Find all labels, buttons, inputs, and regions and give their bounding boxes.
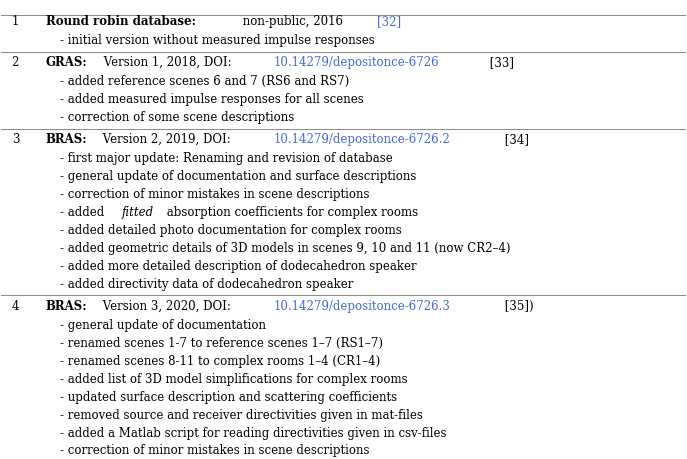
Text: [35]): [35]) [501,299,534,313]
Text: Version 2, 2019, DOI:: Version 2, 2019, DOI: [100,133,235,146]
Text: - general update of documentation and surface descriptions: - general update of documentation and su… [60,170,416,183]
Text: BRAS:: BRAS: [46,133,87,146]
Text: - added measured impulse responses for all scenes: - added measured impulse responses for a… [60,93,363,106]
Text: - renamed scenes 8-11 to complex rooms 1–4 (CR1–4): - renamed scenes 8-11 to complex rooms 1… [60,354,380,367]
Text: absorption coefficients for complex rooms: absorption coefficients for complex room… [163,206,418,218]
Text: - correction of minor mistakes in scene descriptions: - correction of minor mistakes in scene … [60,443,369,457]
Text: 10.14279/depositonce-6726.3: 10.14279/depositonce-6726.3 [273,299,451,313]
Text: 4: 4 [12,299,19,313]
Text: - removed source and receiver directivities given in mat-files: - removed source and receiver directivit… [60,408,423,421]
Text: - first major update: Renaming and revision of database: - first major update: Renaming and revis… [60,152,392,165]
Text: 1: 1 [12,15,19,28]
Text: - updated surface description and scattering coefficients: - updated surface description and scatte… [60,390,396,403]
Text: fitted: fitted [121,206,153,218]
Text: - general update of documentation: - general update of documentation [60,318,266,331]
Text: [34]: [34] [501,133,528,146]
Text: - added detailed photo documentation for complex rooms: - added detailed photo documentation for… [60,224,401,236]
Text: 10.14279/depositonce-6726.2: 10.14279/depositonce-6726.2 [273,133,450,146]
Text: - correction of minor mistakes in scene descriptions: - correction of minor mistakes in scene … [60,188,369,201]
Text: 3: 3 [12,133,19,146]
Text: - initial version without measured impulse responses: - initial version without measured impul… [60,34,374,46]
Text: - correction of some scene descriptions: - correction of some scene descriptions [60,111,294,123]
Text: 2: 2 [12,56,19,69]
Text: BRAS:: BRAS: [46,299,87,313]
Text: - added a Matlab script for reading directivities given in csv-files: - added a Matlab script for reading dire… [60,425,446,439]
Text: - added directivity data of dodecahedron speaker: - added directivity data of dodecahedron… [60,277,353,290]
Text: non-public, 2016: non-public, 2016 [238,15,346,28]
Text: Version 1, 2018, DOI:: Version 1, 2018, DOI: [100,56,235,69]
Text: 10.14279/depositonce-6726: 10.14279/depositonce-6726 [273,56,439,69]
Text: - added geometric details of 3D models in scenes 9, 10 and 11 (now CR2–4): - added geometric details of 3D models i… [60,241,510,254]
Text: - added: - added [60,206,108,218]
Text: - renamed scenes 1-7 to reference scenes 1–7 (RS1–7): - renamed scenes 1-7 to reference scenes… [60,336,383,349]
Text: [33]: [33] [486,56,515,69]
Text: Version 3, 2020, DOI:: Version 3, 2020, DOI: [100,299,235,313]
Text: - added list of 3D model simplifications for complex rooms: - added list of 3D model simplifications… [60,372,407,385]
Text: - added more detailed description of dodecahedron speaker: - added more detailed description of dod… [60,259,416,272]
Text: - added reference scenes 6 and 7 (RS6 and RS7): - added reference scenes 6 and 7 (RS6 an… [60,75,349,88]
Text: [32]: [32] [377,15,401,28]
Text: Round robin database:: Round robin database: [46,15,196,28]
Text: GRAS:: GRAS: [46,56,88,69]
